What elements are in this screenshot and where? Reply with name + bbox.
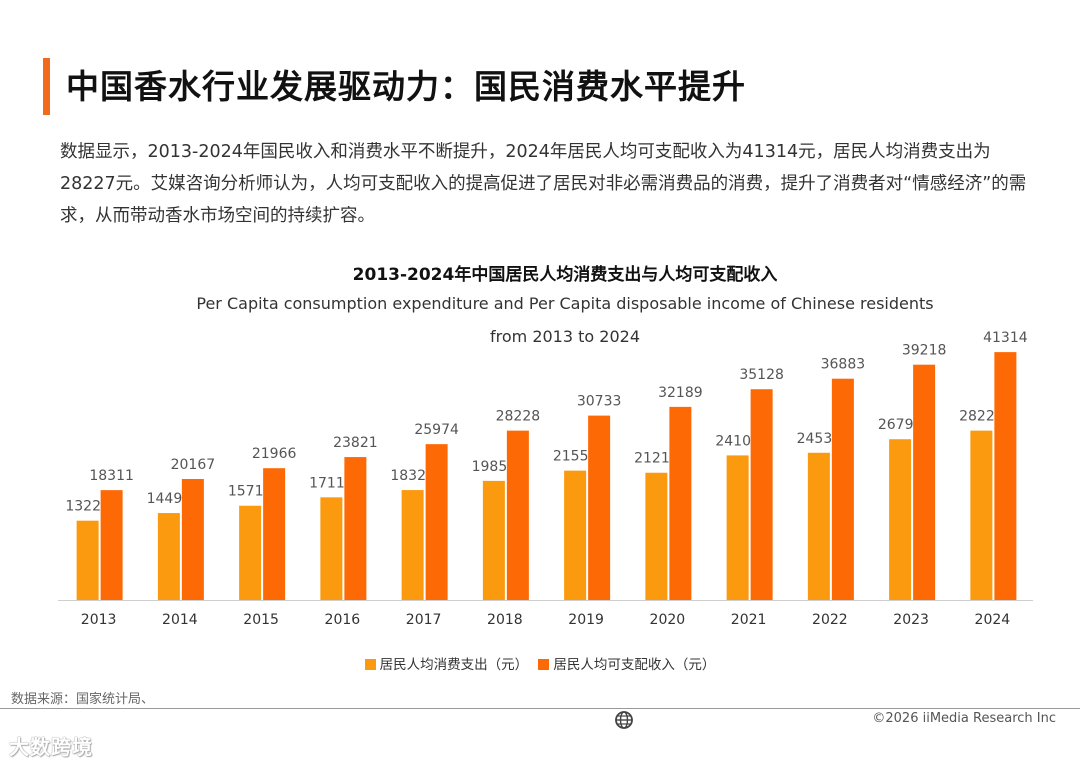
legend-item-consumption: 居民人均消费支出（元） [364, 653, 529, 673]
x-tick-label-2019: 2019 [568, 612, 604, 628]
data-label-income-2017: 25974 [414, 422, 459, 438]
legend-swatch-consumption [364, 659, 376, 670]
data-label-income-2019: 30733 [577, 394, 622, 410]
bar-income-2017 [425, 444, 448, 600]
chart-subtitle-line2: from 2013 to 2024 [490, 327, 640, 346]
bar-consumption-2018 [482, 480, 505, 600]
chart-subtitle-line1: Per Capita consumption expenditure and P… [196, 294, 934, 313]
bar-consumption-2022 [807, 452, 830, 600]
data-label-income-2022: 36883 [821, 357, 866, 373]
data-label-consumption-2017: 18322 [390, 468, 435, 484]
x-tick-label-2016: 2016 [325, 612, 361, 628]
bar-consumption-2021 [726, 455, 749, 600]
legend-swatch-income [538, 659, 550, 670]
bar-consumption-2020 [645, 472, 668, 600]
x-tick-label-2021: 2021 [731, 612, 767, 628]
data-label-consumption-2014: 14491 [147, 491, 192, 507]
data-label-consumption-2020: 21210 [634, 451, 679, 467]
x-tick-label-2014: 2014 [162, 612, 198, 628]
bar-income-2016 [344, 457, 367, 600]
intro-paragraph: 数据显示，2013-2024年国民收入和消费水平不断提升，2024年居民人均可支… [60, 142, 1027, 226]
bar-income-2014 [181, 478, 204, 600]
legend-label-consumption: 居民人均消费支出（元） [379, 657, 529, 673]
bar-income-2023 [913, 364, 936, 600]
bar-consumption-2015 [239, 505, 262, 600]
x-tick-label-2015: 2015 [243, 612, 279, 628]
x-tick-label-2013: 2013 [81, 612, 117, 628]
chart-title: 2013-2024年中国居民人均消费支出与人均可支配收入 [352, 265, 778, 285]
data-label-income-2014: 20167 [171, 457, 216, 473]
bar-consumption-2024 [970, 430, 993, 600]
bar-consumption-2016 [320, 497, 343, 600]
data-label-consumption-2013: 13220 [65, 499, 110, 515]
watermark: 大数跨境 [9, 735, 93, 759]
legend-label-income: 居民人均可支配收入（元） [553, 657, 716, 673]
x-tick-label-2017: 2017 [406, 612, 442, 628]
globe-icon [615, 711, 633, 729]
page-title: 中国香水行业发展驱动力：国民消费水平提升 [66, 67, 746, 106]
footer-divider [0, 708, 1080, 709]
copyright: ©2026 iiMedia Research Inc [872, 711, 1056, 726]
data-label-consumption-2023: 26796 [878, 417, 923, 433]
bar-income-2015 [263, 468, 286, 600]
chart-legend: 居民人均消费支出（元） 居民人均可支配收入（元） [0, 653, 1080, 673]
data-label-income-2013: 18311 [89, 468, 134, 484]
bar-consumption-2014 [157, 513, 180, 600]
x-tick-label-2018: 2018 [487, 612, 523, 628]
x-tick-label-2022: 2022 [812, 612, 848, 628]
legend-item-income: 居民人均可支配收入（元） [538, 653, 715, 673]
bar-income-2022 [831, 378, 854, 600]
data-label-consumption-2021: 24100 [715, 433, 760, 449]
data-label-consumption-2015: 15712 [228, 484, 273, 500]
data-label-income-2015: 21966 [252, 446, 297, 462]
bar-consumption-2019 [564, 470, 587, 600]
bar-consumption-2023 [889, 439, 912, 600]
data-label-consumption-2019: 21559 [553, 449, 598, 465]
bar-income-2020 [669, 406, 692, 600]
data-label-income-2021: 35128 [739, 367, 784, 383]
bar-consumption-2017 [401, 490, 424, 600]
data-source: 数据来源：国家统计局、 [11, 692, 155, 707]
x-tick-label-2024: 2024 [975, 612, 1011, 628]
x-tick-label-2020: 2020 [650, 612, 686, 628]
bar-consumption-2013 [76, 520, 99, 600]
data-label-consumption-2022: 24538 [797, 431, 842, 447]
data-label-income-2016: 23821 [333, 435, 378, 451]
data-label-income-2018: 28228 [496, 409, 541, 425]
bar-income-2021 [750, 389, 773, 600]
data-label-income-2020: 32189 [658, 385, 703, 401]
bar-income-2013 [100, 490, 123, 600]
data-label-consumption-2016: 17111 [309, 475, 354, 491]
x-tick-label-2023: 2023 [893, 612, 929, 628]
data-label-income-2024: 41314 [983, 330, 1028, 346]
data-label-consumption-2018: 19853 [472, 459, 517, 475]
data-label-income-2023: 39218 [902, 343, 947, 359]
bar-income-2019 [588, 415, 611, 600]
bar-income-2024 [994, 352, 1017, 600]
bar-income-2018 [506, 430, 529, 600]
data-label-consumption-2024: 28227 [959, 409, 1004, 425]
title-accent-bar [43, 58, 50, 115]
